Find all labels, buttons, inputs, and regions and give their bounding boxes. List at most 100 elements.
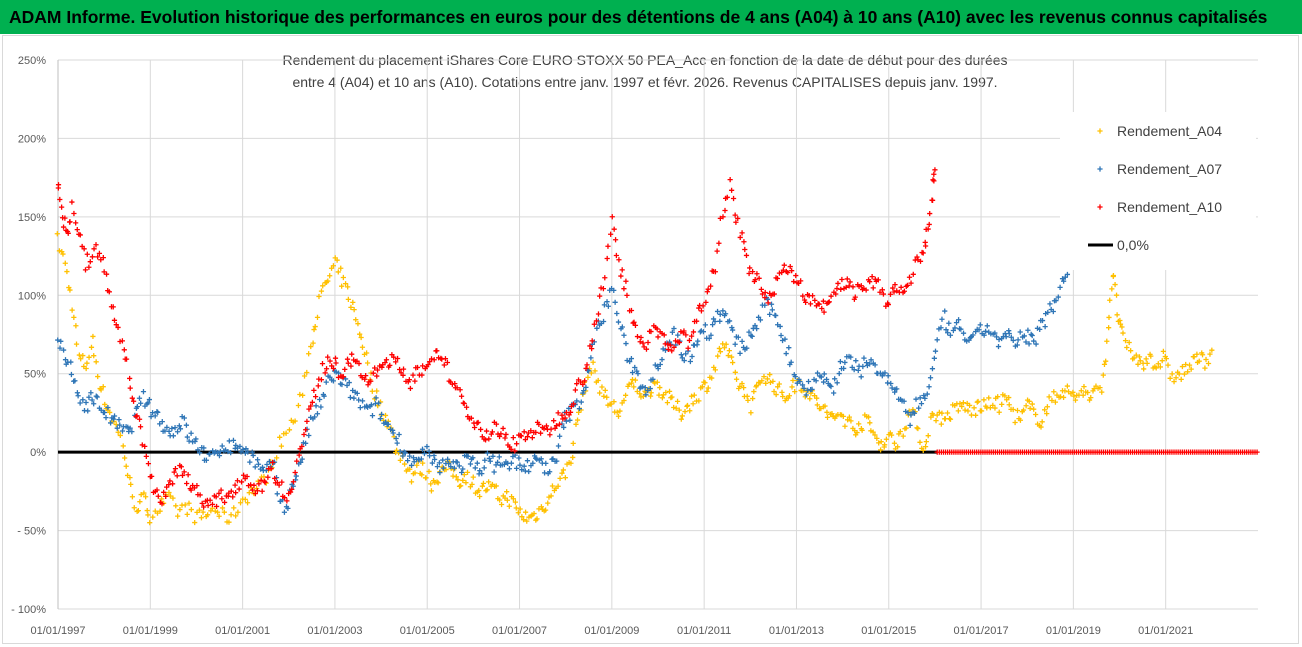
a10-point (735, 215, 741, 222)
a10-point (155, 493, 161, 499)
a10-point (762, 295, 768, 301)
a07-point (393, 435, 399, 442)
a04-point (524, 518, 530, 524)
a04-point (717, 349, 724, 355)
a04-point (1117, 317, 1123, 324)
y-tick-label: 100% (18, 290, 46, 302)
a07-point (1015, 337, 1021, 343)
a10-point (672, 338, 679, 344)
a07-point (323, 379, 329, 385)
a04-point (428, 488, 435, 494)
a10-point (299, 443, 305, 450)
a04-point (426, 468, 432, 475)
a04-point (1100, 372, 1106, 378)
y-tick-label: 0% (30, 447, 46, 459)
a10-point (929, 197, 936, 203)
a10-point (820, 298, 826, 304)
a07-point (735, 334, 741, 340)
a07-point (486, 455, 492, 462)
a04-point (732, 369, 738, 375)
a07-point (184, 434, 190, 440)
a04-point (737, 383, 743, 389)
a07-point (274, 491, 280, 497)
a10-point (281, 495, 288, 501)
a07-point (1047, 301, 1053, 307)
a07-point (333, 369, 339, 375)
a10-point (730, 195, 737, 202)
a07-point (303, 440, 309, 446)
y-tick-label: 200% (18, 133, 46, 145)
a07-point (249, 449, 255, 455)
a04-point (628, 380, 635, 386)
a04-point (358, 334, 364, 341)
a07-point (913, 396, 919, 402)
a07-point (418, 456, 424, 462)
a04-point (818, 405, 824, 412)
a04-point (67, 287, 73, 293)
a10-point (374, 373, 380, 379)
a07-point (643, 392, 649, 398)
legend-label: Rendement_A10 (1117, 199, 1222, 215)
a10-point (780, 267, 786, 273)
a10-point (67, 219, 73, 225)
a04-point (301, 373, 308, 379)
a07-point (1008, 334, 1014, 340)
a04-point (682, 408, 688, 415)
a10-point (838, 286, 844, 293)
a07-point (788, 359, 794, 365)
a07-point (717, 318, 723, 324)
a07-point (926, 384, 932, 390)
a10-point (365, 382, 371, 388)
a07-point (134, 404, 140, 410)
a10-point (533, 429, 539, 436)
a04-point (938, 421, 944, 427)
a10-point (276, 482, 282, 488)
a04-point (60, 251, 66, 257)
a10-point (693, 318, 700, 324)
a04-point (1046, 394, 1052, 400)
a04-point (71, 314, 77, 320)
a07-point (671, 325, 677, 332)
a04-point (480, 480, 487, 486)
a07-point (474, 460, 480, 466)
legend-label: 0,0% (1117, 237, 1149, 253)
a07-point (922, 395, 928, 401)
a10-point (844, 276, 850, 282)
a10-point (163, 493, 169, 500)
a07-point (851, 367, 857, 373)
a07-point (702, 322, 708, 328)
a04-point (231, 505, 237, 511)
a07-point (916, 405, 922, 411)
a07-point (114, 425, 120, 431)
a10-point (746, 270, 752, 277)
a07-point (777, 323, 783, 330)
a04-point (186, 500, 192, 506)
a07-point (166, 428, 172, 434)
a07-point (563, 418, 569, 424)
a10-point (166, 482, 172, 488)
a04-point (196, 507, 203, 513)
a04-point (611, 399, 617, 405)
a07-point (623, 340, 629, 347)
a04-point (555, 483, 561, 489)
a10-point (931, 178, 937, 184)
a04-point (882, 442, 888, 448)
a10-point (306, 406, 312, 412)
a04-point (73, 341, 80, 347)
a07-point (516, 455, 522, 461)
y-tick-label: 50% (24, 369, 46, 381)
a10-point (252, 491, 258, 497)
a07-point (530, 460, 536, 466)
a04-point (374, 388, 380, 394)
a07-point (1017, 329, 1023, 335)
a10-point (419, 372, 425, 378)
a07-point (757, 317, 764, 323)
a07-point (327, 374, 333, 380)
a07-point (561, 424, 567, 431)
a07-point (960, 330, 967, 336)
a10-point (877, 289, 883, 295)
a04-point (221, 509, 227, 515)
a04-point (562, 475, 568, 481)
a04-point (131, 505, 137, 511)
a04-point (978, 408, 985, 414)
